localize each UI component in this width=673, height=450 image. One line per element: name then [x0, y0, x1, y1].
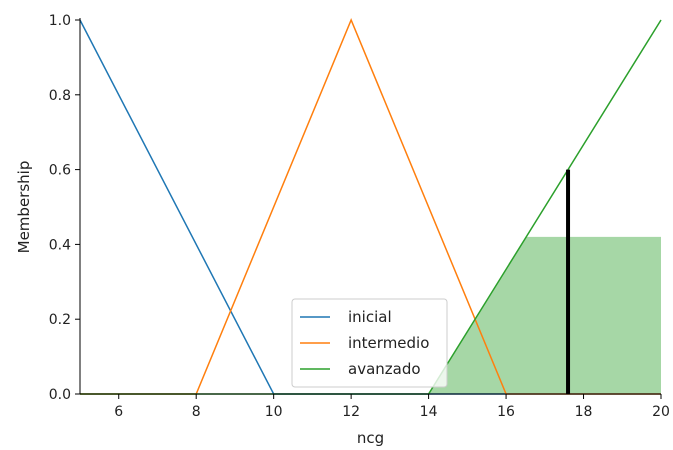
y-axis-title: Membership: [15, 161, 33, 254]
legend-label-inicial: inicial: [348, 308, 392, 326]
x-axis-title: ncg: [357, 429, 384, 447]
y-tick-label: 0.0: [49, 387, 71, 403]
y-tick-label: 1.0: [49, 13, 71, 29]
x-tick-label: 18: [575, 404, 593, 420]
x-tick-label: 16: [497, 404, 515, 420]
legend: inicial intermedio avanzado: [291, 298, 448, 388]
y-tick-label: 0.2: [49, 312, 71, 328]
legend-box: [291, 298, 448, 388]
legend-label-avanzado: avanzado: [348, 360, 421, 378]
x-tick-label: 6: [114, 404, 123, 420]
x-tick-label: 14: [420, 404, 438, 420]
x-tick-label: 12: [342, 404, 360, 420]
x-tick-label: 20: [652, 404, 670, 420]
legend-label-intermedio: intermedio: [348, 334, 429, 352]
x-tick-label: 10: [265, 404, 283, 420]
axes: 6 8 10 12 14 16 18 20 0.0 0.2 0.4 0.6 0.8 1.0: [49, 13, 670, 420]
activation-area: [428, 236, 661, 394]
y-tick-label: 0.4: [49, 237, 71, 253]
y-tick-label: 0.6: [49, 163, 71, 179]
x-tick-label: 8: [192, 404, 201, 420]
y-tick-label: 0.8: [49, 88, 71, 104]
